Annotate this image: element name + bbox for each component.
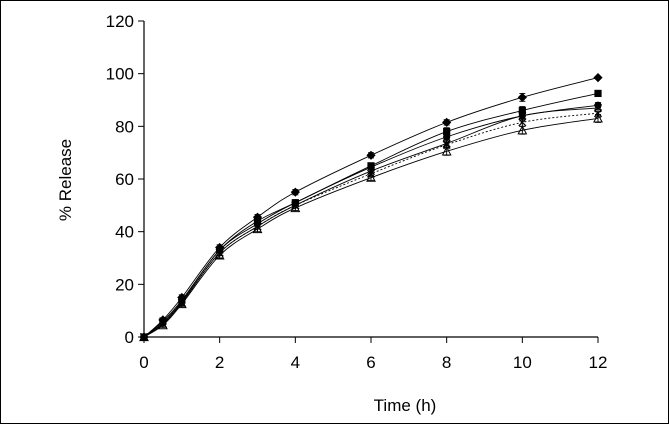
series-line [143,117,599,338]
series-2 [140,89,602,341]
y-tick-label: 20 [115,275,134,294]
error-bar [216,252,223,259]
data-point-diamond [517,92,527,102]
data-point-triangle [214,250,225,260]
data-point-triangle [366,172,376,182]
data-point-triangle [441,146,452,156]
y-tick-label: 40 [115,223,134,242]
series-5 [139,108,603,342]
error-bar [159,322,166,328]
series-line [143,107,599,338]
data-point-x [518,118,527,127]
ticks-layer: 0 20 40 60 80 100 120 0 2 4 6 8 10 12 [106,12,608,372]
data-point-circle [443,133,451,141]
data-point-triangle [252,223,263,234]
series-3 [140,101,602,341]
data-point-triangle [593,113,603,123]
series-line [143,112,599,338]
x-tick-label: 10 [513,353,532,372]
error-bar [254,225,261,233]
data-point-triangle [290,202,301,213]
y-tick-label: 0 [125,328,134,347]
x-tick-label: 0 [139,353,148,372]
series-layer [139,73,603,342]
data-point-diamond [290,187,300,197]
data-point-triangle [157,319,168,330]
data-point-diamond [593,73,603,83]
y-tick-label: 80 [115,117,134,136]
series-line [143,104,599,338]
error-bar [368,174,374,181]
data-point-x [593,109,603,118]
data-point-square [443,128,451,136]
x-tick-label: 6 [366,353,375,372]
series-4 [140,103,602,342]
series-line [143,77,599,338]
data-point-diamond [442,117,452,127]
y-tick-label: 60 [115,170,134,189]
error-bar [292,204,299,212]
y-tick-label: 100 [106,65,134,84]
data-point-triangle [517,125,528,135]
error-bar [178,301,185,308]
data-point-square [594,89,602,98]
x-tick-label: 8 [442,353,451,372]
x-tick-label: 2 [215,353,224,372]
y-tick-label: 120 [106,12,134,31]
x-tick-label: 4 [291,353,300,372]
series-6 [139,113,603,342]
y-axis-title: % Release [56,139,75,221]
x-tick-label: 12 [589,353,608,372]
x-axis-title: Time (h) [374,396,437,415]
data-point-diamond [366,150,376,160]
data-point-triangle [176,298,187,309]
series-line [143,92,599,338]
